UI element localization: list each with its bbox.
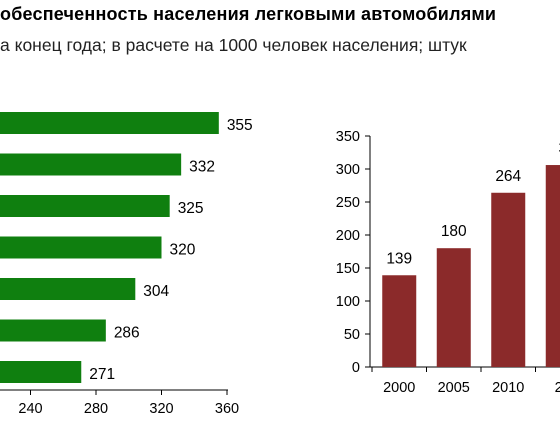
chart-subtitle: а конец года; в расчете на 1000 человек …	[0, 35, 467, 55]
h-x-tick-label: 240	[18, 401, 42, 417]
v-y-tick-label: 100	[336, 294, 360, 310]
h-bar	[0, 195, 170, 217]
v-y-tick-label: 250	[336, 195, 360, 211]
v-bar	[436, 248, 471, 367]
v-bar	[545, 165, 560, 367]
h-bar	[0, 319, 106, 342]
v-y-tick-label: 0	[352, 360, 360, 376]
h-bar	[0, 153, 182, 176]
v-bar	[382, 275, 417, 367]
h-bar-label: 286	[114, 325, 140, 342]
v-bar-label: 139	[386, 250, 412, 267]
h-bar-label: 320	[170, 242, 196, 259]
v-bar-label: 3	[558, 140, 560, 157]
h-bar	[0, 361, 82, 383]
h-bar	[0, 278, 136, 300]
h-bar	[0, 112, 219, 134]
h-bar	[0, 236, 162, 259]
v-y-tick-label: 150	[336, 261, 360, 277]
h-bar-label: 332	[189, 159, 215, 176]
v-y-tick-label: 350	[336, 129, 360, 145]
v-bar	[491, 192, 526, 367]
h-bar-label: 271	[89, 366, 115, 383]
chart-title: обеспеченность населения легковыми автом…	[0, 4, 497, 24]
v-y-tick-label: 200	[336, 228, 360, 244]
v-y-tick-label: 300	[336, 162, 360, 178]
v-y-tick-label: 50	[344, 327, 360, 343]
v-x-tick-label: 2005	[438, 380, 470, 396]
h-x-tick-label: 320	[149, 401, 173, 417]
h-bar-label: 325	[178, 200, 204, 217]
h-x-tick-label: 280	[84, 401, 108, 417]
v-x-tick-label: 20	[555, 380, 560, 396]
h-bar-label: 355	[227, 117, 253, 134]
h-bar-label: 304	[143, 283, 169, 300]
h-x-tick-label: 360	[215, 401, 239, 417]
v-x-tick-label: 2010	[492, 380, 524, 396]
v-bar-label: 180	[441, 223, 467, 240]
v-bar-label: 264	[495, 168, 521, 185]
v-x-tick-label: 2000	[383, 380, 415, 396]
